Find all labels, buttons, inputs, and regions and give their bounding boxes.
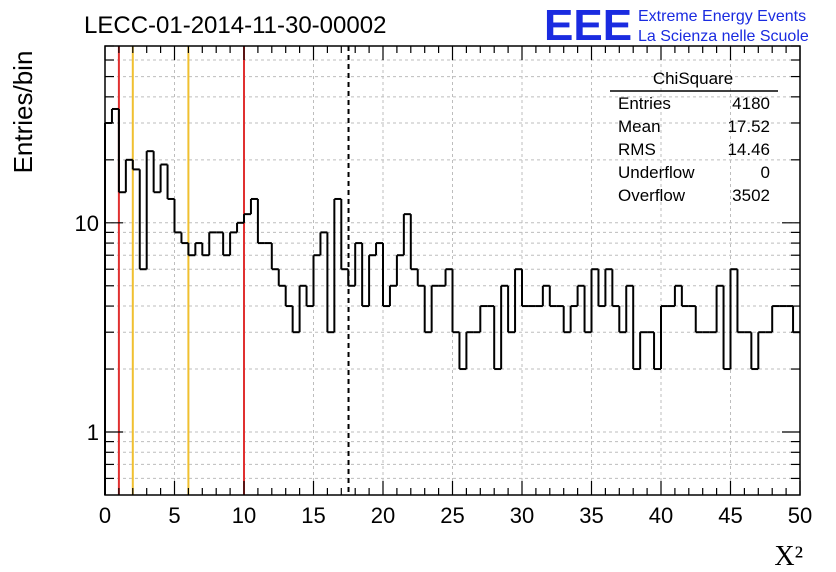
- stats-row-value: 17.52: [727, 117, 770, 136]
- x-tick-label: 35: [579, 503, 603, 528]
- eee-logo: EEE Extreme Energy Events La Scienza nel…: [544, 1, 809, 50]
- tick-labels: 0 5 10 15 20 25 30 35 40 45 50 1 10: [75, 211, 813, 528]
- stats-row-value: 3502: [732, 186, 770, 205]
- x-tick-label: 10: [232, 503, 256, 528]
- x-tick-label: 45: [718, 503, 742, 528]
- y-tick-label: 1: [87, 420, 99, 445]
- x-axis-label: X²: [774, 541, 803, 572]
- logo-eee-text: EEE: [544, 1, 632, 50]
- x-tick-label: 5: [168, 503, 180, 528]
- y-axis-label: Entries/bin: [8, 51, 38, 174]
- stats-row-label: RMS: [618, 140, 656, 159]
- stats-row-value: 14.46: [727, 140, 770, 159]
- chart-title: LECC-01-2014-11-30-00002: [84, 12, 386, 39]
- x-tick-label: 25: [440, 503, 464, 528]
- stats-row-label: Overflow: [618, 186, 686, 205]
- axes: [104, 45, 801, 496]
- stats-row-value: 0: [761, 163, 770, 182]
- y-tick-label: 10: [75, 211, 99, 236]
- x-tick-label: 50: [788, 503, 812, 528]
- x-tick-label: 20: [371, 503, 395, 528]
- x-tick-label: 40: [649, 503, 673, 528]
- stats-row-value: 4180: [732, 94, 770, 113]
- x-tick-label: 30: [510, 503, 534, 528]
- stats-row-label: Underflow: [618, 163, 695, 182]
- stats-row-label: Entries: [618, 94, 671, 113]
- x-tick-label: 15: [301, 503, 325, 528]
- logo-line2: La Scienza nelle Scuole: [638, 28, 809, 45]
- x-tick-label: 0: [99, 503, 111, 528]
- stats-box-title: ChiSquare: [653, 69, 733, 88]
- logo-line1: Extreme Energy Events: [638, 8, 806, 25]
- stats-box: ChiSquare Entries 4180 Mean 17.52 RMS 14.46 Un…: [610, 69, 778, 205]
- stats-row-label: Mean: [618, 117, 661, 136]
